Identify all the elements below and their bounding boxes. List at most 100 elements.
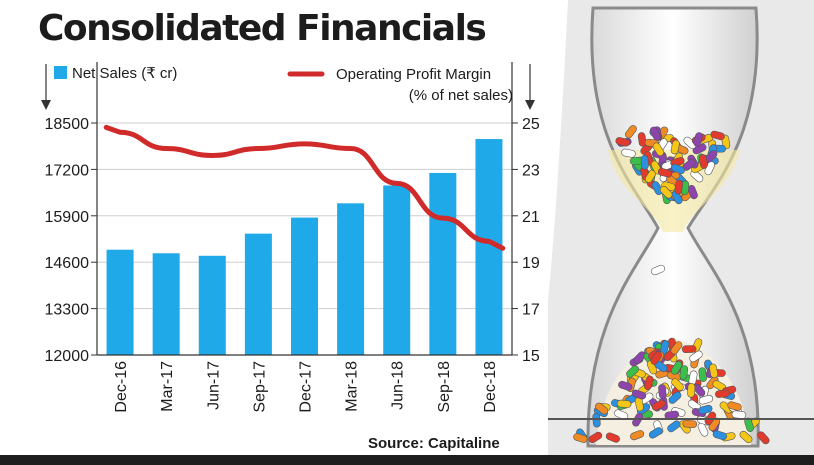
- x-tick-label: Dec-18: [482, 361, 499, 413]
- left-legend-arrow-head: [41, 100, 51, 110]
- pill: [670, 341, 683, 355]
- margin-point-Mar-18: [349, 147, 353, 151]
- x-tick-label: Jun-17: [205, 361, 222, 410]
- pill: [710, 130, 725, 141]
- bar-Sep-17: [244, 233, 272, 355]
- source-label: Source: Capitaline: [368, 435, 500, 452]
- pill: [668, 391, 682, 404]
- x-tick-label: Sep-17: [251, 361, 268, 413]
- pill: [670, 163, 686, 175]
- pill: [757, 431, 770, 445]
- left-tick-label: 18500: [45, 116, 90, 133]
- pill: [674, 179, 684, 195]
- pill: [614, 409, 629, 420]
- pill: [594, 402, 609, 415]
- pill: [649, 126, 661, 141]
- pill: [667, 420, 681, 433]
- bar-Mar-17: [152, 253, 180, 355]
- bar-Dec-17: [291, 217, 318, 355]
- margin-point-Sep-17: [256, 147, 260, 151]
- pill: [640, 155, 649, 170]
- bar-Mar-18: [337, 203, 365, 355]
- combo-chart: 18500 17200 15900 14600 13300 12000 25 23 21 19 17…: [41, 62, 540, 453]
- x-tick-label: Sep-18: [436, 361, 453, 413]
- pill: [731, 410, 747, 419]
- right-tick-label: 25: [522, 116, 540, 133]
- line-series: [103, 124, 506, 251]
- pill: [650, 264, 666, 276]
- legend-line-label: Operating Profit Margin: [336, 66, 491, 83]
- hourglass-pills-illustration: [548, 0, 814, 455]
- pill: [605, 432, 620, 443]
- pill: [652, 142, 665, 157]
- right-tick-label: 21: [522, 209, 540, 226]
- x-tick-label: Dec-17: [298, 361, 315, 413]
- pill: [651, 399, 666, 411]
- pill: [739, 430, 753, 444]
- x-tick-label: Mar-18: [344, 361, 361, 412]
- pill: [588, 431, 603, 444]
- pill: [630, 430, 645, 441]
- legend: Net Sales (₹ cr) Operating Profit Margin…: [54, 65, 513, 104]
- pill: [648, 427, 663, 439]
- pill: [671, 378, 684, 391]
- axes: 18500 17200 15900 14600 13300 12000 25 23 21 19 17…: [41, 62, 540, 413]
- pill: [682, 419, 698, 429]
- bar-Sep-18: [429, 172, 457, 355]
- pill: [679, 365, 689, 380]
- pill: [689, 350, 703, 363]
- margin-point-Jun-18: [395, 181, 399, 185]
- footer-bar: [0, 455, 814, 465]
- margin-point-Jun-17: [210, 153, 214, 157]
- pill: [624, 125, 637, 139]
- bar-Jun-17: [198, 255, 226, 355]
- margin-line: [103, 124, 506, 251]
- legend-line-sublabel: (% of net sales): [409, 87, 513, 104]
- margin-point-Dec-16: [118, 130, 122, 134]
- bar-Jun-18: [383, 185, 411, 355]
- left-tick-label: 14600: [45, 255, 90, 272]
- pill: [651, 181, 663, 196]
- bar-series: [106, 139, 503, 355]
- left-tick-label: 15900: [45, 209, 90, 226]
- left-tick-label: 17200: [45, 162, 90, 179]
- pill: [573, 433, 588, 443]
- x-tick-label: Dec-16: [113, 361, 130, 413]
- pill: [671, 361, 683, 375]
- pill: [637, 132, 647, 147]
- pill: [615, 137, 630, 147]
- pill: [643, 375, 654, 390]
- pill: [659, 185, 673, 199]
- legend-bar-label: Net Sales (₹ cr): [72, 65, 177, 82]
- legend-bar-swatch: [54, 66, 67, 79]
- pill: [693, 132, 703, 147]
- pill: [633, 351, 646, 365]
- pill: [681, 345, 697, 353]
- pill: [687, 382, 696, 398]
- pill: [698, 404, 713, 415]
- x-tick-label: Mar-17: [159, 361, 176, 412]
- pill: [709, 363, 718, 379]
- pill: [670, 139, 680, 155]
- left-tick-label: 13300: [45, 302, 90, 319]
- right-tick-label: 17: [522, 302, 540, 319]
- margin-point-Sep-18: [441, 216, 445, 220]
- pill: [650, 351, 663, 365]
- pill: [715, 389, 730, 398]
- pill: [712, 430, 728, 441]
- left-tick-label: 12000: [45, 348, 90, 365]
- pill: [626, 365, 639, 378]
- right-tick-label: 19: [522, 255, 540, 272]
- bar-Dec-16: [106, 249, 134, 355]
- x-tick-label: Jun-18: [390, 361, 407, 410]
- margin-point-Dec-18: [487, 239, 491, 243]
- right-tick-label: 23: [522, 162, 540, 179]
- right-tick-label: 15: [522, 348, 540, 365]
- pill-cluster: [573, 125, 770, 445]
- pill: [698, 394, 714, 405]
- margin-point-Mar-17: [164, 147, 168, 151]
- pill: [698, 154, 708, 169]
- pill: [592, 412, 601, 428]
- pill: [690, 170, 704, 183]
- source-note: Source: Capitaline: [362, 431, 526, 453]
